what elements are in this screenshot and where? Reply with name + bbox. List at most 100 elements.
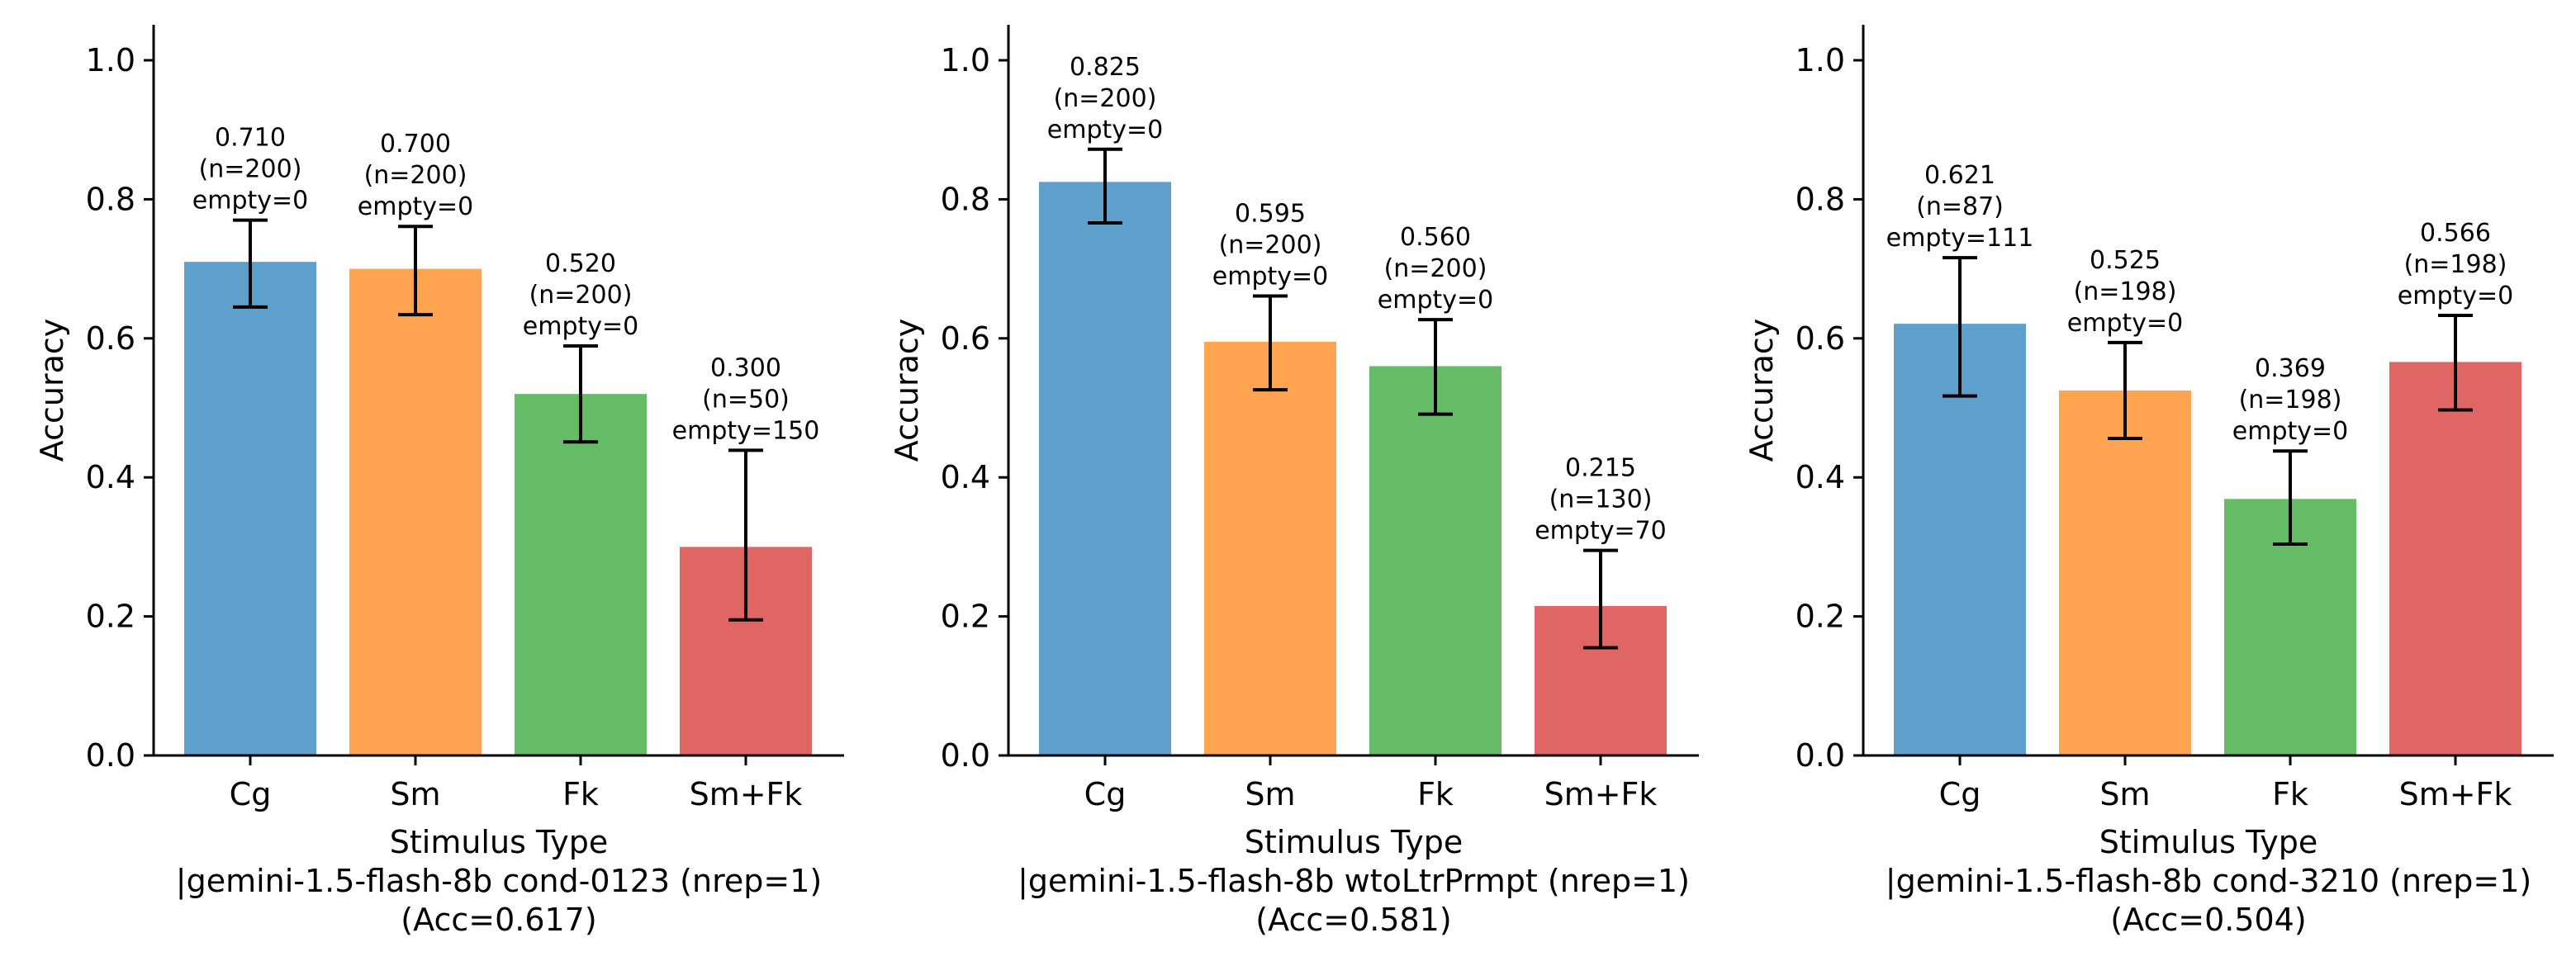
x-axis-subtitle: (Acc=0.504) xyxy=(2110,902,2306,938)
bar-annotation: 0.520 xyxy=(545,249,616,278)
y-tick-label: 0.0 xyxy=(86,737,135,774)
error-bar xyxy=(1253,294,1288,392)
x-tick-label: Cg xyxy=(230,776,272,812)
error-bar xyxy=(2438,314,2473,412)
bar-annotation: empty=0 xyxy=(1047,116,1163,144)
x-axis-subtitle: |gemini-1.5-flash-8b wtoLtrPrmpt (nrep=1… xyxy=(1018,863,1690,900)
error-bar xyxy=(1088,147,1122,225)
x-axis-subtitle: |gemini-1.5-flash-8b cond-3210 (nrep=1) xyxy=(1886,863,2531,900)
x-tick-label: Sm xyxy=(1245,776,1295,812)
bar-annotation: empty=0 xyxy=(2067,309,2183,338)
bar-cg xyxy=(1039,182,1171,756)
y-axis-label: Accuracy xyxy=(34,319,70,462)
y-tick-label: 0.0 xyxy=(941,737,990,774)
bar-annotation: (n=200) xyxy=(1219,230,1322,259)
bar-annotation: (n=200) xyxy=(1054,84,1157,113)
bar-sm xyxy=(1204,342,1336,755)
y-tick-label: 0.6 xyxy=(86,320,135,357)
y-tick-label: 0.6 xyxy=(1796,320,1845,357)
y-tick-label: 1.0 xyxy=(86,42,135,78)
bar-annotation: 0.700 xyxy=(380,130,451,159)
bar-annotation: empty=0 xyxy=(1212,262,1328,291)
y-tick-label: 1.0 xyxy=(941,42,990,78)
bar-annotation: 0.566 xyxy=(2420,219,2491,248)
bar-annotation: 0.710 xyxy=(215,124,286,153)
x-tick-label: Sm+Fk xyxy=(2399,776,2512,812)
bar-annotation: empty=0 xyxy=(358,192,473,221)
y-tick-label: 0.2 xyxy=(1796,599,1845,635)
error-bar xyxy=(233,218,268,309)
y-tick-label: 0.8 xyxy=(86,181,135,217)
bar-annotation: empty=0 xyxy=(523,312,638,341)
bar-annotation: 0.369 xyxy=(2255,354,2326,383)
x-axis-label: Stimulus Type xyxy=(390,824,608,860)
bar-annotation: (n=200) xyxy=(199,155,302,184)
x-tick-label: Sm xyxy=(390,776,440,812)
bar-annotation: empty=0 xyxy=(192,187,308,215)
y-tick-label: 1.0 xyxy=(1796,42,1845,78)
bar-annotation: empty=150 xyxy=(672,416,820,445)
error-bar xyxy=(563,344,598,444)
y-tick-label: 0.8 xyxy=(941,181,990,217)
bar-annotation: 0.825 xyxy=(1070,53,1141,82)
bar-annotation: (n=130) xyxy=(1549,485,1653,514)
bar-annotation: (n=200) xyxy=(1384,254,1487,283)
bar-annotation: empty=111 xyxy=(1886,224,2034,253)
x-axis-subtitle: (Acc=0.617) xyxy=(401,902,596,938)
y-tick-label: 0.2 xyxy=(941,599,990,635)
x-tick-label: Sm+Fk xyxy=(690,776,803,812)
x-axis-label: Stimulus Type xyxy=(2099,824,2317,860)
bar-annotation: empty=0 xyxy=(2398,282,2513,310)
x-tick-label: Cg xyxy=(1939,776,1981,812)
error-bar xyxy=(1583,548,1618,650)
bar-annotation: 0.560 xyxy=(1400,223,1471,252)
bar-annotation: empty=0 xyxy=(1378,286,1493,315)
chart-panel-1: 0.710(n=200)empty=00.700(n=200)empty=00.… xyxy=(34,25,844,938)
error-bar xyxy=(2108,340,2142,441)
bar-annotation: 0.300 xyxy=(710,353,781,382)
y-axis-label: Accuracy xyxy=(889,319,925,462)
bar-annotation: (n=198) xyxy=(2404,250,2507,279)
x-tick-label: Fk xyxy=(562,776,599,812)
bar-cg xyxy=(184,262,316,755)
y-tick-label: 0.6 xyxy=(941,320,990,357)
y-tick-label: 0.4 xyxy=(1796,459,1845,495)
bar-sm xyxy=(2059,390,2191,755)
y-axis-label: Accuracy xyxy=(1743,319,1780,462)
chart-panel-2: 0.825(n=200)empty=00.595(n=200)empty=00.… xyxy=(889,25,1699,938)
x-axis-subtitle: (Acc=0.581) xyxy=(1255,902,1451,938)
x-tick-label: Sm+Fk xyxy=(1544,776,1658,812)
bar-annotation: (n=198) xyxy=(2074,277,2177,306)
x-tick-label: Fk xyxy=(2272,776,2308,812)
x-tick-label: Cg xyxy=(1084,776,1127,812)
y-tick-label: 0.2 xyxy=(86,599,135,635)
bar-fk xyxy=(515,394,647,755)
bar-annotation: (n=87) xyxy=(1916,192,2004,221)
bar-annotation: (n=200) xyxy=(529,281,633,310)
error-bar xyxy=(1418,318,1453,416)
x-tick-label: Sm xyxy=(2099,776,2150,812)
y-tick-label: 0.0 xyxy=(1796,737,1845,774)
error-bar xyxy=(728,448,763,622)
chart-panel-3: 0.621(n=87)empty=1110.525(n=198)empty=00… xyxy=(1743,25,2554,938)
bar-annotation: empty=0 xyxy=(2232,417,2348,446)
y-tick-label: 0.8 xyxy=(1796,181,1845,217)
error-bar xyxy=(1943,256,1977,398)
x-axis-subtitle: |gemini-1.5-flash-8b cond-0123 (nrep=1) xyxy=(176,863,822,900)
y-tick-label: 0.4 xyxy=(941,459,990,495)
bar-annotation: empty=70 xyxy=(1535,517,1667,546)
error-bar xyxy=(2273,449,2308,547)
bar-annotation: 0.595 xyxy=(1235,199,1306,228)
x-axis-label: Stimulus Type xyxy=(1245,824,1463,860)
bar-annotation: 0.621 xyxy=(1924,161,1995,190)
bar-annotation: 0.215 xyxy=(1565,454,1636,483)
bar-sm xyxy=(349,268,482,756)
bar-annotation: (n=50) xyxy=(702,385,790,414)
error-bar xyxy=(398,225,433,317)
bar-fk xyxy=(1369,366,1501,755)
bar-annotation: 0.525 xyxy=(2090,246,2161,275)
bar-annotation: (n=198) xyxy=(2239,386,2342,414)
bar-annotation: (n=200) xyxy=(364,161,467,190)
bar-sm-fk xyxy=(2389,362,2521,755)
